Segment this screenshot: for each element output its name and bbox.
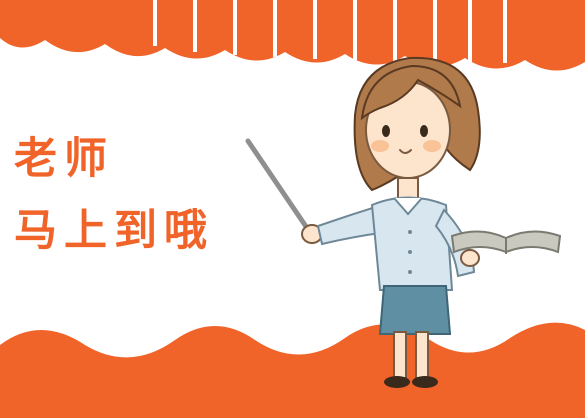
message-line-1: 老师 (14, 134, 114, 184)
open-book-icon (450, 230, 562, 254)
message-line-2: 马上到哦 (14, 206, 214, 256)
top-curtain (0, 0, 585, 71)
pointer-stick-icon (245, 138, 310, 231)
